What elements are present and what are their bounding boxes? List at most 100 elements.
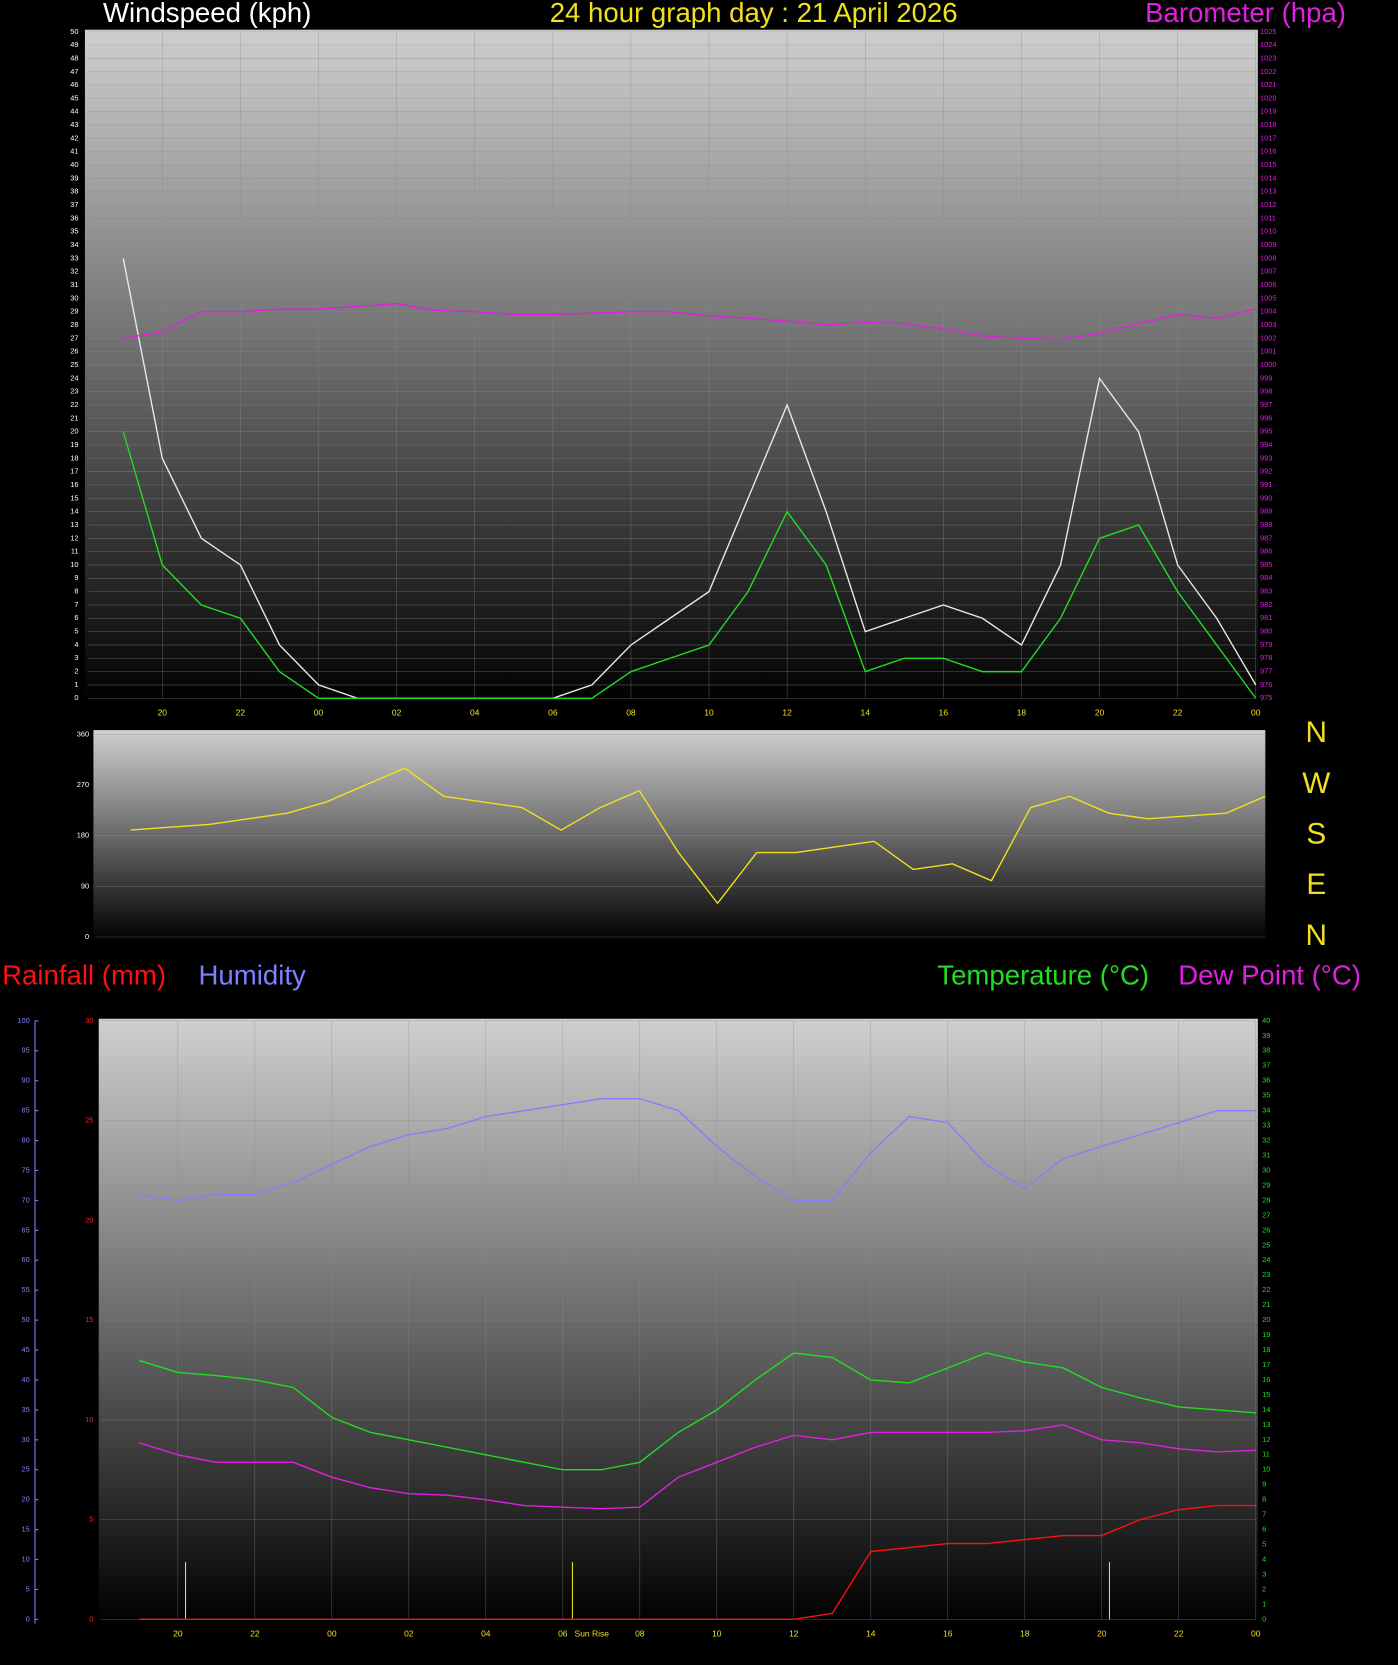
y2-tick-label: 1015: [1260, 160, 1276, 169]
x-tick-label: 16: [943, 1628, 953, 1638]
y2-tick-label: 988: [1260, 520, 1272, 529]
series-line: [139, 1097, 1256, 1202]
y-tick-label: 12: [70, 533, 78, 542]
y2-tick-label: 27: [1262, 1210, 1270, 1219]
x-tick-label: 12: [782, 707, 792, 717]
y2-tick-label: 20: [1262, 1315, 1270, 1324]
y-tick-label: 27: [70, 333, 78, 342]
y-tick-label: 41: [70, 147, 78, 156]
y-tick-label: 22: [70, 400, 78, 409]
y-tick-label: 360: [77, 729, 89, 738]
y2-tick-label: 4: [1262, 1554, 1266, 1563]
y-tick-label: 26: [70, 347, 78, 356]
y2-tick-label: 1014: [1260, 173, 1276, 182]
y2-tick-label: 1019: [1260, 107, 1276, 116]
y2-tick-label: 979: [1260, 640, 1272, 649]
y3-tick-label: 25: [21, 1465, 29, 1474]
y-tick-label: 0: [85, 932, 89, 941]
y2-tick-label: 1008: [1260, 253, 1276, 262]
y3-tick-label: 35: [21, 1405, 29, 1414]
y2-tick-label: 6: [1262, 1525, 1266, 1534]
x-tick-label: 18: [1020, 1628, 1030, 1638]
y-tick-label: 11: [71, 547, 79, 556]
temperature-panel: [98, 1018, 1258, 1624]
y2-tick-label: 8: [1262, 1495, 1266, 1504]
y-tick-label: 14: [70, 507, 78, 516]
y-tick-label: 3: [74, 653, 78, 662]
y-tick-label: 32: [70, 267, 78, 276]
y-tick-label: 33: [70, 253, 78, 262]
x-tick-label: 02: [404, 1628, 414, 1638]
y2-tick-label: 980: [1260, 627, 1272, 636]
y-tick-label: 270: [77, 780, 89, 789]
y2-tick-label: 990: [1260, 493, 1272, 502]
x-tick-label: 20: [1095, 707, 1105, 717]
y2-tick-label: 999: [1260, 373, 1272, 382]
y2-tick-label: 13: [1262, 1420, 1270, 1429]
y-tick-label: 7: [74, 600, 78, 609]
x-tick-label: 12: [789, 1628, 799, 1638]
y2-tick-label: 1016: [1260, 147, 1276, 156]
y2-tick-label: 1020: [1260, 93, 1276, 102]
y3-tick-label: 85: [21, 1106, 29, 1115]
y2-tick-label: 1006: [1260, 280, 1276, 289]
y-tick-label: 15: [85, 1315, 93, 1324]
y3-tick-label: 90: [21, 1076, 29, 1085]
y2-tick-label: 1009: [1260, 240, 1276, 249]
y-tick-label: 15: [70, 493, 78, 502]
x-tick-label: 04: [470, 707, 480, 717]
y-tick-label: 45: [70, 93, 78, 102]
y-tick-label: 31: [70, 280, 78, 289]
y2-tick-label: 978: [1260, 653, 1272, 662]
y2-tick-label: 1: [1262, 1599, 1266, 1608]
y2-tick-label: 1018: [1260, 120, 1276, 129]
y2-tick-label: E: [1306, 868, 1326, 901]
y-tick-label: 90: [81, 881, 89, 890]
y2-tick-label: 994: [1260, 440, 1272, 449]
x-tick-label: 22: [250, 1628, 260, 1638]
x-tick-label: 20: [1097, 1628, 1107, 1638]
y2-tick-label: 37: [1262, 1061, 1270, 1070]
y2-tick-label: 995: [1260, 427, 1272, 436]
y2-tick-label: 989: [1260, 507, 1272, 516]
y3-tick-label: 20: [21, 1495, 29, 1504]
direction-panel: [93, 730, 1266, 941]
y3-tick-label: 15: [21, 1525, 29, 1534]
y2-tick-label: 16: [1262, 1375, 1270, 1384]
y2-tick-label: 1007: [1260, 267, 1276, 276]
y3-tick-label: 5: [26, 1584, 30, 1593]
series-line: [139, 1352, 1256, 1471]
y-tick-label: 6: [74, 613, 78, 622]
y-tick-label: 36: [70, 213, 78, 222]
y2-tick-label: 10: [1262, 1465, 1270, 1474]
y-tick-label: 30: [70, 293, 78, 302]
y2-tick-label: 1024: [1260, 40, 1276, 49]
y2-tick-label: 3: [1262, 1569, 1266, 1578]
y3-tick-label: 65: [21, 1225, 29, 1234]
y-tick-label: 28: [70, 320, 78, 329]
y3-tick-label: 80: [21, 1136, 29, 1145]
y-tick-label: 0: [89, 1614, 93, 1623]
y2-tick-label: 1010: [1260, 227, 1276, 236]
series-line: [139, 1424, 1256, 1510]
y-tick-label: 20: [85, 1215, 93, 1224]
x-tick-label: 00: [327, 1628, 337, 1638]
y2-tick-label: 976: [1260, 680, 1272, 689]
y-tick-label: 48: [70, 53, 78, 62]
y-tick-label: 21: [70, 413, 78, 422]
y-tick-label: 1: [74, 680, 78, 689]
x-tick-label: 16: [939, 707, 949, 717]
x-tick-label: 14: [861, 707, 871, 717]
y-tick-label: 10: [85, 1415, 93, 1424]
y2-tick-label: 2: [1262, 1584, 1266, 1593]
y3-tick-label: 50: [21, 1315, 29, 1324]
x-tick-label: 00: [1251, 1628, 1261, 1638]
y2-tick-label: 992: [1260, 467, 1272, 476]
x-tick-label: 00: [1251, 707, 1261, 717]
y-tick-label: 37: [70, 200, 78, 209]
y3-tick-label: 0: [26, 1614, 30, 1623]
y2-tick-label: 1000: [1260, 360, 1276, 369]
y-tick-label: 23: [70, 387, 78, 396]
y2-tick-label: 40: [1262, 1016, 1270, 1025]
y3-tick-label: 70: [21, 1195, 29, 1204]
